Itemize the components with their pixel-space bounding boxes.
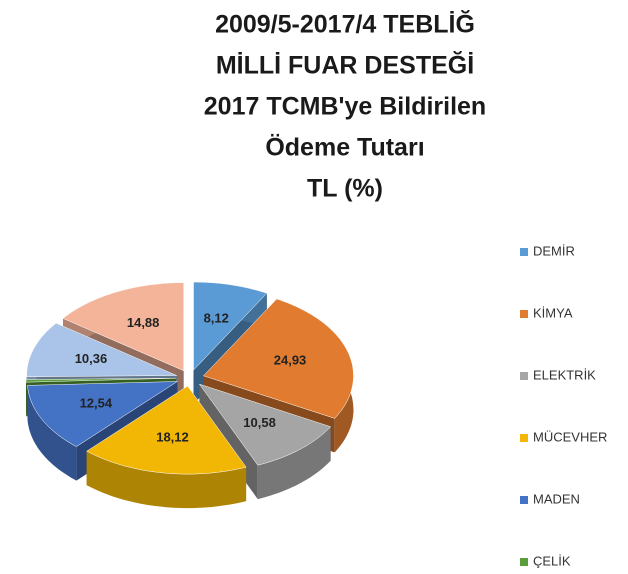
slice	[25, 377, 177, 383]
chart-title: MİLLİ FUAR DESTEĞİ	[216, 51, 474, 80]
chart-title: TL (%)	[307, 175, 383, 203]
slice	[86, 385, 247, 475]
data-label: 8,12	[204, 310, 229, 325]
legend-label: DEMİR	[533, 243, 575, 258]
slice	[198, 383, 332, 466]
legend-swatch	[520, 558, 528, 566]
legend-label: ELEKTRİK	[533, 367, 596, 382]
legend-label: KİMYA	[533, 305, 573, 320]
data-label: 14,88	[127, 315, 160, 330]
slice	[26, 322, 177, 378]
slice	[193, 281, 268, 371]
legend-label: MADEN	[533, 491, 580, 506]
legend-label: MÜCEVHER	[533, 429, 607, 444]
chart-title: 2017 TCMB'ye Bildirilen	[204, 93, 486, 121]
legend-label: ÇELİK	[533, 553, 571, 568]
data-label: 24,93	[274, 353, 307, 368]
slice	[27, 381, 179, 447]
slice-side	[86, 451, 247, 509]
chart-title: 2009/5-2017/4 TEBLİĞ	[215, 10, 475, 39]
legend-swatch	[520, 434, 528, 442]
slice-side	[257, 426, 331, 500]
legend-swatch	[520, 372, 528, 380]
chart-title: Ödeme Tutarı	[265, 133, 424, 162]
legend-swatch	[520, 310, 528, 318]
slice	[203, 298, 354, 419]
slice-side	[27, 385, 77, 481]
data-label: 10,58	[243, 415, 276, 430]
legend-swatch	[520, 248, 528, 256]
data-label: 18,12	[156, 430, 189, 445]
legend-swatch	[520, 496, 528, 504]
data-label: 12,54	[80, 395, 113, 410]
data-label: 10,36	[75, 351, 108, 366]
slice	[62, 282, 184, 372]
